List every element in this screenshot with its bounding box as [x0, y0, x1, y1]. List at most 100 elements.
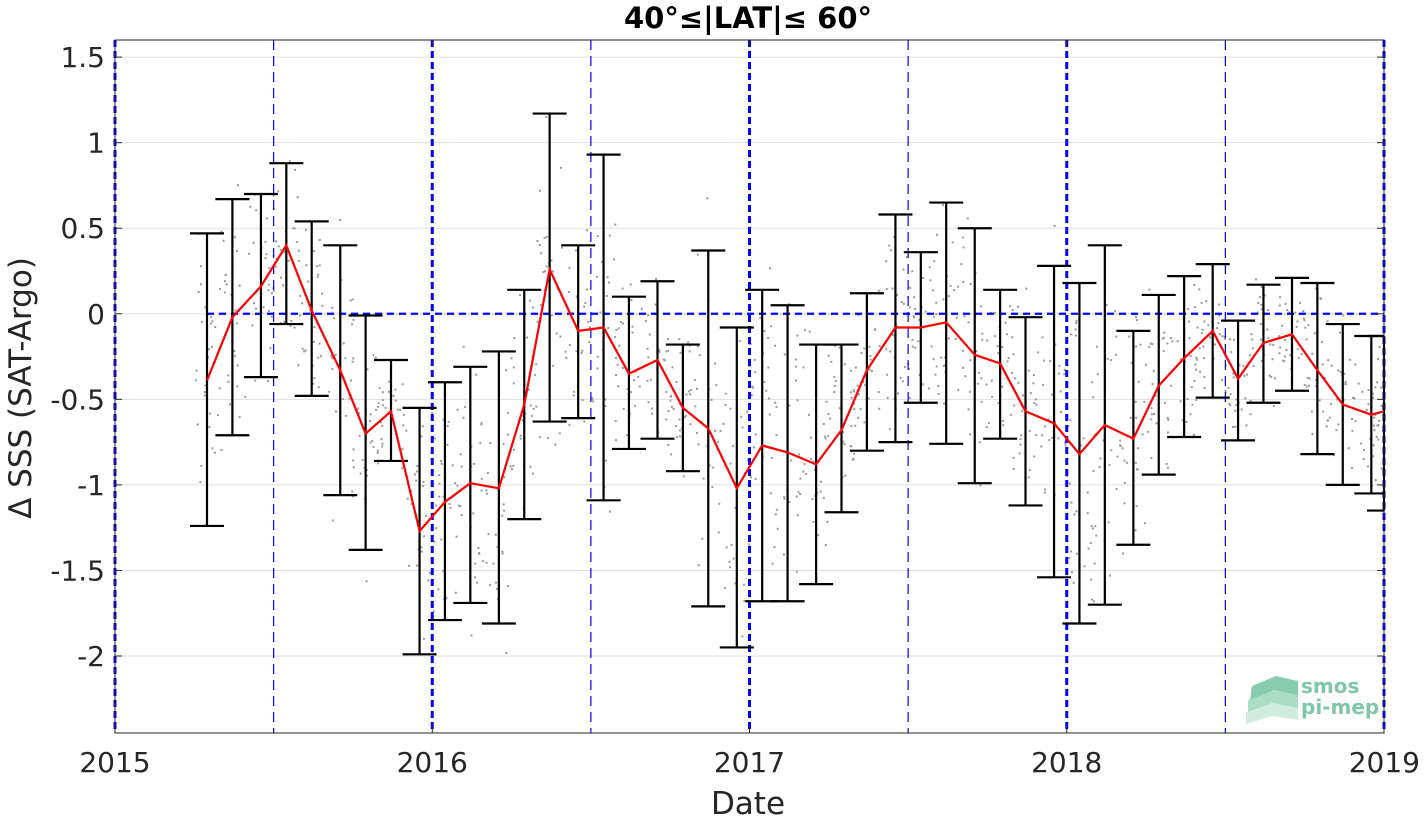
scatter-point — [996, 345, 999, 348]
scatter-point — [1224, 389, 1227, 392]
scatter-point — [853, 408, 856, 411]
scatter-point — [485, 492, 488, 495]
scatter-point — [718, 502, 721, 505]
scatter-point — [492, 562, 495, 565]
scatter-point — [678, 418, 681, 421]
scatter-point — [763, 381, 766, 384]
scatter-point — [1017, 305, 1020, 308]
scatter-point — [719, 429, 722, 432]
scatter-point — [596, 235, 599, 238]
scatter-point — [1256, 311, 1259, 314]
scatter-point — [376, 449, 379, 452]
scatter-point — [479, 441, 482, 444]
scatter-point — [504, 369, 507, 372]
scatter-point — [1187, 308, 1190, 311]
scatter-point — [812, 520, 815, 523]
scatter-point — [621, 287, 624, 290]
scatter-point — [695, 387, 698, 390]
scatter-point — [211, 320, 214, 323]
scatter-point — [833, 375, 836, 378]
scatter-point — [510, 467, 513, 470]
scatter-point — [335, 410, 338, 413]
scatter-point — [1343, 372, 1346, 375]
scatter-point — [674, 425, 677, 428]
scatter-point — [1086, 491, 1089, 494]
scatter-point — [349, 299, 352, 302]
scatter-point — [850, 425, 853, 428]
scatter-point — [339, 219, 342, 222]
scatter-point — [307, 280, 310, 283]
scatter-point — [802, 366, 805, 369]
scatter-point — [1318, 399, 1321, 402]
scatter-point — [320, 355, 323, 358]
scatter-point — [1235, 403, 1238, 406]
scatter-point — [199, 481, 202, 484]
scatter-point — [1009, 413, 1012, 416]
scatter-point — [342, 342, 345, 345]
scatter-point — [1278, 352, 1281, 355]
chart-title: 40°≤|LAT|≤ 60° — [624, 1, 872, 35]
scatter-point — [446, 443, 449, 446]
scatter-point — [966, 217, 969, 220]
scatter-point — [534, 373, 537, 376]
scatter-point — [559, 335, 562, 338]
scatter-point — [658, 350, 661, 353]
scatter-point — [1259, 296, 1262, 299]
scatter-point — [631, 325, 634, 328]
scatter-point — [344, 357, 347, 360]
scatter-point — [1150, 418, 1153, 421]
scatter-point — [874, 328, 877, 331]
scatter-point — [1267, 337, 1270, 340]
scatter-point — [1361, 390, 1364, 393]
scatter-point — [1075, 510, 1078, 513]
scatter-point — [1087, 547, 1090, 550]
scatter-point — [1089, 541, 1092, 544]
scatter-point — [877, 390, 880, 393]
scatter-point — [724, 586, 727, 589]
scatter-point — [545, 115, 548, 118]
scatter-point — [1299, 302, 1302, 305]
scatter-point — [985, 383, 988, 386]
scatter-point — [1351, 396, 1354, 399]
scatter-point — [1051, 436, 1054, 439]
scatter-point — [654, 303, 657, 306]
scatter-point — [1278, 304, 1281, 307]
scatter-point — [448, 503, 451, 506]
scatter-point — [933, 315, 936, 318]
scatter-point — [694, 405, 697, 408]
scatter-point — [929, 279, 932, 282]
scatter-point — [1282, 359, 1285, 362]
scatter-point — [401, 448, 404, 451]
scatter-point — [421, 485, 424, 488]
scatter-point — [854, 424, 857, 427]
scatter-point — [351, 490, 354, 493]
scatter-point — [237, 184, 240, 187]
scatter-point — [236, 385, 239, 388]
scatter-point — [270, 315, 273, 318]
scatter-point — [528, 388, 531, 391]
scatter-point — [445, 597, 448, 600]
scatter-point — [607, 327, 610, 330]
scatter-point — [427, 579, 430, 582]
scatter-point — [1123, 481, 1126, 484]
scatter-point — [1194, 363, 1197, 366]
scatter-point — [472, 462, 475, 465]
scatter-point — [1028, 469, 1031, 472]
scatter-point — [1196, 326, 1199, 329]
scatter-point — [475, 373, 478, 376]
scatter-point — [629, 283, 632, 286]
scatter-point — [271, 292, 273, 295]
scatter-point — [667, 409, 670, 412]
scatter-point — [1373, 429, 1376, 432]
scatter-point — [423, 535, 426, 538]
scatter-point — [1308, 377, 1311, 380]
scatter-point — [1234, 425, 1237, 428]
scatter-point — [1069, 418, 1072, 421]
scatter-point — [708, 464, 711, 467]
scatter-point — [885, 288, 888, 291]
scatter-point — [588, 340, 591, 343]
scatter-point — [776, 527, 779, 530]
scatter-point — [838, 407, 841, 410]
scatter-point — [827, 412, 830, 415]
scatter-point — [1148, 345, 1151, 348]
